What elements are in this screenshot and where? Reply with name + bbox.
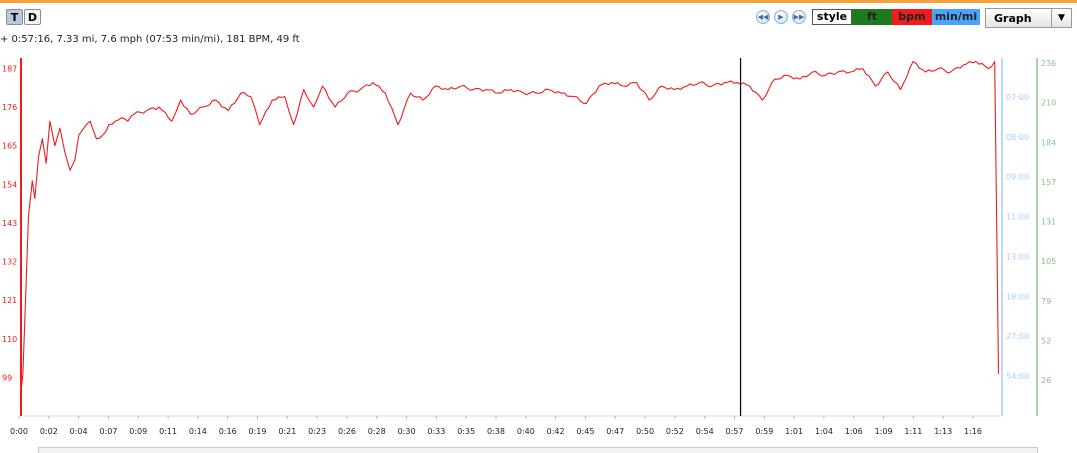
x-tick-label: 0:11 [159, 427, 177, 436]
x-tick-label: 0:19 [249, 427, 267, 436]
top-accent-bar [0, 0, 1077, 3]
x-tick-label: 1:13 [934, 427, 952, 436]
elevation-tick-label: 79 [1041, 297, 1051, 306]
x-tick-label: 0:26 [338, 427, 356, 436]
bpm-tick-label: 143 [2, 219, 17, 228]
x-tick-label: 1:04 [815, 427, 833, 436]
pace-tick-label: 13:00 [1006, 252, 1029, 261]
style-button[interactable]: style [812, 9, 852, 25]
x-tick-label: 0:02 [40, 427, 58, 436]
pace-tick-label: 54:00 [1006, 372, 1029, 381]
bpm-tick-label: 99 [2, 373, 12, 382]
x-tick-label: 0:28 [368, 427, 386, 436]
legend-bpm[interactable]: bpm [892, 9, 932, 25]
pace-tick-label: 18:00 [1006, 292, 1029, 301]
bpm-tick-label: 165 [2, 142, 17, 151]
legend-bpm-label: bpm [898, 10, 926, 23]
x-tick-label: 0:04 [70, 427, 88, 436]
cursor-readout: + 0:57:16, 7.33 mi, 7.6 mph (07:53 min/m… [0, 34, 300, 45]
elevation-tick-label: 210 [1041, 99, 1056, 108]
x-tick-label: 0:50 [636, 427, 654, 436]
rewind-icon[interactable]: ◀◀ [756, 10, 770, 24]
x-tick-label: 0:07 [99, 427, 117, 436]
elevation-tick-label: 26 [1041, 376, 1051, 385]
bpm-tick-label: 132 [2, 258, 17, 267]
x-tick-label: 0:54 [696, 427, 714, 436]
bpm-tick-label: 121 [2, 296, 17, 305]
graph-type-value: Graph [994, 12, 1032, 25]
x-tick-label: 1:01 [785, 427, 803, 436]
x-tick-label: 0:00 [10, 427, 28, 436]
x-tick-label: 0:52 [666, 427, 684, 436]
elevation-tick-label: 157 [1041, 178, 1056, 187]
pace-tick-label: 09:00 [1006, 173, 1029, 182]
x-tick-label: 0:59 [755, 427, 773, 436]
time-mode-button[interactable]: T [6, 9, 23, 25]
x-tick-label: 0:35 [457, 427, 475, 436]
legend-pace[interactable]: min/mi [932, 9, 980, 25]
x-tick-label: 0:30 [398, 427, 416, 436]
x-tick-label: 0:23 [308, 427, 326, 436]
x-tick-label: 0:45 [576, 427, 594, 436]
elevation-tick-label: 105 [1041, 257, 1056, 266]
x-tick-label: 1:09 [875, 427, 893, 436]
series-line-bpm [20, 60, 1000, 392]
pace-tick-label: 08:00 [1006, 133, 1029, 142]
timeline-scrollbar[interactable] [38, 447, 1038, 453]
pace-tick-label: 07:00 [1006, 93, 1029, 102]
x-tick-label: 0:38 [487, 427, 505, 436]
elevation-tick-label: 131 [1041, 218, 1056, 227]
bpm-tick-label: 187 [2, 65, 17, 74]
x-tick-label: 0:21 [278, 427, 296, 436]
x-tick-label: 0:47 [606, 427, 624, 436]
x-tick-label: 0:09 [129, 427, 147, 436]
legend-elevation[interactable]: ft [852, 9, 892, 25]
x-tick-label: 0:57 [726, 427, 744, 436]
x-tick-label: 0:33 [427, 427, 445, 436]
x-tick-label: 1:16 [964, 427, 982, 436]
x-tick-label: 1:11 [904, 427, 922, 436]
bpm-tick-label: 176 [2, 103, 17, 112]
graph-type-select[interactable]: Graph ▼ [985, 8, 1072, 28]
bpm-tick-label: 110 [2, 335, 17, 344]
elevation-tick-label: 184 [1041, 138, 1056, 147]
x-tick-label: 0:40 [517, 427, 535, 436]
play-icon[interactable]: ▶ [774, 10, 788, 24]
x-tick-label: 0:42 [547, 427, 565, 436]
x-tick-label: 0:14 [189, 427, 207, 436]
legend-elevation-label: ft [866, 10, 878, 23]
x-tick-label: 1:06 [845, 427, 863, 436]
pace-tick-label: 27:00 [1006, 332, 1029, 341]
elevation-tick-label: 236 [1041, 59, 1056, 68]
pace-tick-label: 11:00 [1006, 213, 1029, 222]
legend-pace-label: min/mi [934, 10, 978, 23]
x-tick-label: 0:16 [219, 427, 237, 436]
fast-forward-icon[interactable]: ▶▶ [792, 10, 806, 24]
distance-mode-button[interactable]: D [24, 9, 41, 25]
bpm-tick-label: 154 [2, 180, 17, 189]
elevation-tick-label: 52 [1041, 336, 1051, 345]
chevron-down-icon: ▼ [1051, 9, 1071, 27]
